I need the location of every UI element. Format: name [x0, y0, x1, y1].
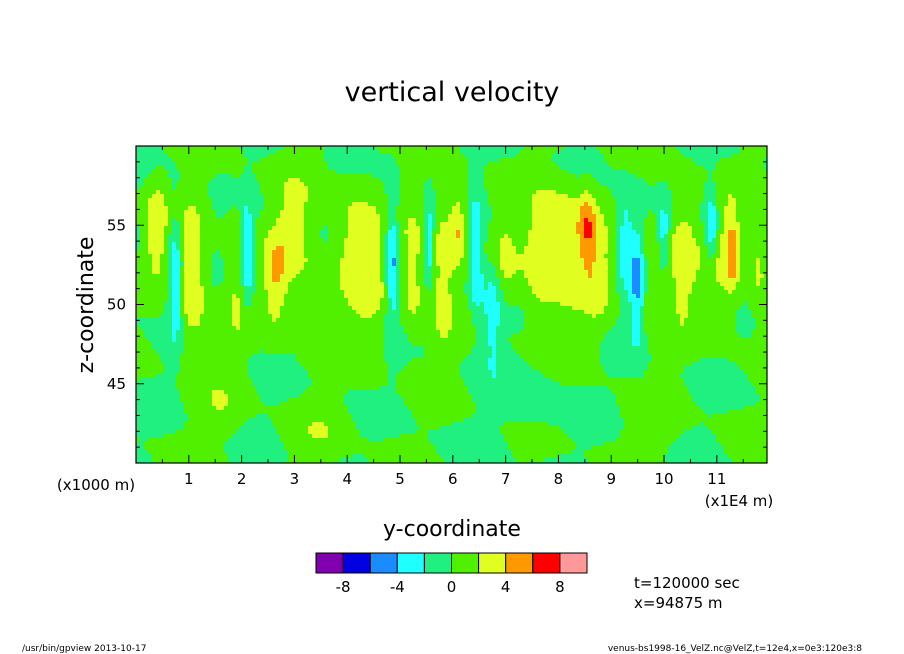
- colorbar-swatch: [505, 552, 534, 574]
- x-tick-label: 1: [184, 470, 194, 488]
- x-tick-label: 6: [448, 470, 458, 488]
- colorbar-swatch: [532, 552, 561, 574]
- heatmap-field: [136, 146, 767, 463]
- colorbar-swatch: [451, 552, 480, 574]
- x-scale-note: (x1E4 m): [705, 492, 774, 510]
- colorbar-swatch: [315, 552, 344, 574]
- colorbar-swatch: [478, 552, 507, 574]
- x-tick-labels: 1 2 3 4 5 6 7 8 9 10 11: [184, 470, 726, 488]
- colorbar-swatch: [423, 552, 452, 574]
- y-axis-label: z-coordinate: [74, 237, 99, 374]
- colorbar-tick-label: 4: [501, 578, 511, 596]
- footer-left: /usr/bin/gpview 2013-10-17: [22, 644, 146, 654]
- colorbar-tick-label: -8: [336, 578, 351, 596]
- y-tick-label: 50: [107, 296, 126, 314]
- colorbar-swatch: [342, 552, 371, 574]
- x-tick-label: 8: [554, 470, 564, 488]
- y-tick-label: 55: [107, 216, 126, 234]
- y-scale-note: (x1000 m): [57, 476, 135, 494]
- x-tick-label: 7: [501, 470, 511, 488]
- colorbar-swatch: [396, 552, 425, 574]
- x-axis-label: y-coordinate: [383, 517, 521, 542]
- x-tick-label: 9: [606, 470, 616, 488]
- x-tick-label: 10: [654, 470, 673, 488]
- colorbar-tick-label: 0: [447, 578, 457, 596]
- axis-ticks: [136, 146, 767, 463]
- colorbar-swatch: [369, 552, 398, 574]
- x-tick-label: 11: [707, 470, 726, 488]
- x-tick-label: 5: [395, 470, 405, 488]
- x-tick-label: 3: [290, 470, 300, 488]
- colorbar-tick-label: -4: [390, 578, 405, 596]
- chart-title: vertical velocity: [345, 77, 560, 108]
- x-tick-label: 2: [237, 470, 247, 488]
- y-tick-labels: 45 50 55: [107, 216, 126, 393]
- y-tick-label: 45: [107, 375, 126, 393]
- footer-right: venus-bs1998-16_VelZ.nc@VelZ,t=12e4,x=0e…: [608, 644, 862, 654]
- position-annotation: x=94875 m: [634, 594, 723, 612]
- colorbar: [315, 552, 588, 574]
- colorbar-tick-labels: -8 -4 0 4 8: [336, 578, 565, 596]
- colorbar-tick-label: 8: [555, 578, 565, 596]
- time-annotation: t=120000 sec: [634, 574, 740, 592]
- x-tick-label: 4: [342, 470, 352, 488]
- colorbar-swatch: [559, 552, 588, 574]
